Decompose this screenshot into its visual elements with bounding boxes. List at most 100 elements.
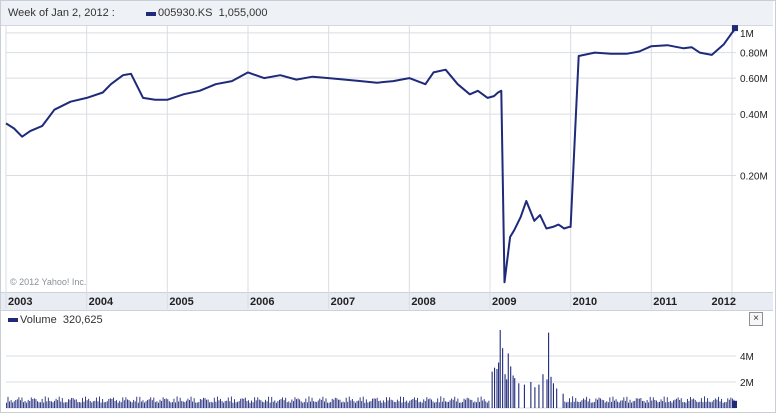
- volume-bar: [286, 402, 288, 408]
- price-tick-label: 0.60M: [740, 74, 768, 85]
- volume-bar: [534, 387, 536, 408]
- volume-bar: [158, 402, 159, 408]
- volume-bar: [576, 401, 578, 408]
- volume-bar: [266, 401, 268, 408]
- volume-bar: [395, 402, 397, 408]
- volume-bar: [685, 402, 687, 408]
- volume-bar: [18, 397, 20, 408]
- volume-bar: [465, 399, 467, 408]
- year-label: 2004: [89, 296, 114, 308]
- volume-bar: [707, 398, 709, 408]
- volume-bar: [364, 402, 366, 408]
- volume-bar: [77, 402, 79, 408]
- copyright-text: © 2012 Yahoo! Inc.: [10, 277, 86, 287]
- volume-bar: [46, 401, 48, 408]
- volume-bar: [310, 401, 311, 408]
- volume-bar: [144, 402, 145, 408]
- volume-bar: [673, 400, 674, 408]
- volume-bar: [579, 401, 581, 408]
- volume-bar: [427, 399, 429, 408]
- volume-bar: [663, 396, 665, 408]
- volume-bar: [344, 402, 346, 408]
- volume-bar: [207, 399, 209, 408]
- volume-bar: [102, 399, 104, 408]
- volume-bar: [614, 400, 615, 408]
- volume-bar: [21, 397, 23, 408]
- volume-bar: [485, 401, 487, 408]
- volume-bar: [75, 399, 77, 408]
- volume-bar: [668, 401, 670, 408]
- volume-bar: [161, 401, 163, 408]
- volume-bar: [444, 401, 446, 408]
- volume-bar: [213, 397, 215, 408]
- volume-bar: [37, 401, 38, 408]
- volume-bar: [294, 397, 296, 408]
- volume-bar: [510, 366, 512, 408]
- year-label: 2011: [653, 296, 677, 308]
- volume-bar: [89, 400, 91, 408]
- volume-bar: [415, 400, 417, 408]
- volume-bar: [654, 400, 656, 408]
- x-axis-year-labels: 2003 2004 2005 2006 2007 2008 2009 2010 2011 2012: [8, 296, 736, 308]
- volume-bar: [280, 399, 282, 408]
- volume-bar: [83, 401, 85, 408]
- volume-bar: [300, 401, 302, 408]
- year-label: 2006: [250, 296, 274, 308]
- volume-bar: [95, 397, 97, 408]
- year-label: 2010: [573, 296, 597, 308]
- volume-bar: [609, 397, 611, 408]
- volume-bar: [410, 399, 412, 408]
- volume-bar: [247, 400, 249, 408]
- volume-bar: [606, 401, 608, 408]
- header-bar: [1, 1, 773, 26]
- volume-bar: [448, 401, 449, 408]
- volume-bar: [328, 402, 330, 408]
- volume-bar: [331, 398, 333, 408]
- volume-bar: [523, 384, 525, 408]
- volume-bar: [184, 402, 186, 408]
- volume-bar: [347, 401, 349, 408]
- volume-bar: [215, 401, 217, 408]
- volume-bar: [350, 400, 352, 408]
- volume-bar: [573, 401, 575, 408]
- volume-tick-label: 2M: [740, 378, 754, 389]
- volume-bar: [617, 401, 619, 408]
- volume-bar: [452, 399, 454, 408]
- volume-bar: [518, 383, 520, 408]
- volume-bar: [35, 399, 37, 408]
- volume-bar: [297, 398, 299, 408]
- volume-bar: [704, 396, 705, 408]
- volume-bar: [12, 402, 14, 408]
- close-volume-button[interactable]: ×: [749, 312, 763, 326]
- volume-bar: [721, 398, 723, 408]
- volume-bar: [375, 398, 377, 408]
- volume-bar: [333, 399, 335, 408]
- volume-bar: [437, 398, 439, 408]
- volume-bar: [139, 396, 141, 408]
- volume-bar: [274, 400, 276, 408]
- volume-bar: [193, 398, 195, 408]
- year-label: 2008: [411, 296, 435, 308]
- volume-bars: [6, 330, 737, 408]
- volume-bar: [556, 388, 558, 408]
- price-series: [5, 25, 738, 284]
- volume-bar: [629, 399, 631, 408]
- volume-bar: [620, 400, 622, 408]
- volume-bar: [651, 400, 653, 408]
- volume-bar: [251, 400, 252, 408]
- volume-bar: [440, 396, 442, 408]
- volume-bar: [546, 379, 548, 408]
- volume-bar: [468, 398, 470, 408]
- volume-bar: [624, 400, 626, 408]
- volume-bar: [640, 398, 642, 408]
- volume-bar: [54, 400, 55, 408]
- volume-bar: [44, 396, 46, 408]
- volume-bar: [593, 402, 595, 408]
- volume-bar: [358, 400, 360, 408]
- volume-bar: [159, 399, 161, 408]
- volume-bar: [631, 402, 633, 408]
- volume-bar: [649, 396, 651, 408]
- volume-bar: [355, 402, 356, 408]
